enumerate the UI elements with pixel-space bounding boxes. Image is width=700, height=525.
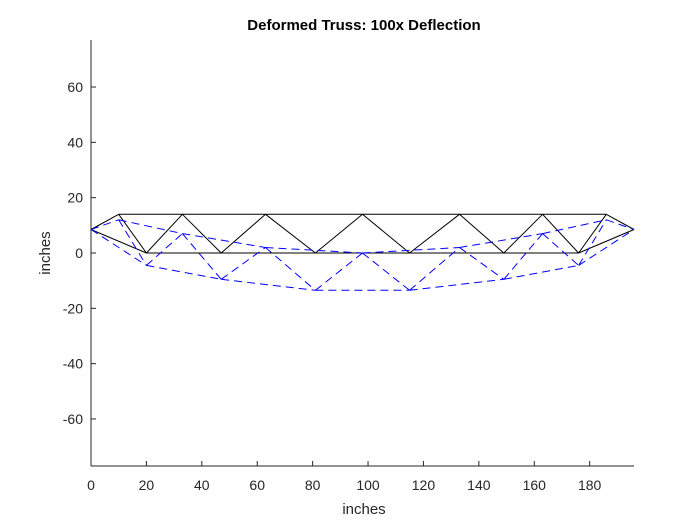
x-tick-label: 60 xyxy=(249,477,265,493)
x-tick-label: 0 xyxy=(87,477,95,493)
deformed-member-20 xyxy=(315,252,363,291)
y-tick-label: -40 xyxy=(63,356,83,372)
y-tick-label: -20 xyxy=(63,300,83,316)
deformed-member-12 xyxy=(409,278,504,291)
deformed-member-2 xyxy=(182,233,266,248)
x-tick-label: 80 xyxy=(305,477,321,493)
original-member-0 xyxy=(90,213,119,230)
original-member-17 xyxy=(578,214,607,254)
deformed-member-6 xyxy=(542,219,607,235)
deformed-member-16 xyxy=(146,233,183,266)
deformed-member-1 xyxy=(118,219,183,235)
original-member-2 xyxy=(606,213,635,230)
x-ticks: 0 20 40 60 80 100 120 140 160 180 xyxy=(87,461,602,493)
x-tick-label: 40 xyxy=(194,477,210,493)
original-member-12 xyxy=(362,213,410,254)
deformed-member-19 xyxy=(265,247,316,291)
deformed-member-15 xyxy=(118,219,147,266)
original-member-8 xyxy=(182,213,222,254)
deformed-member-5 xyxy=(459,233,543,248)
deformed-member-13 xyxy=(503,264,579,280)
original-member-9 xyxy=(220,213,266,254)
series-original xyxy=(90,213,635,254)
original-member-7 xyxy=(146,213,183,254)
deformed-member-18 xyxy=(220,247,266,280)
chart-title: Deformed Truss: 100x Deflection xyxy=(247,17,480,34)
x-tick-label: 160 xyxy=(523,477,547,493)
original-member-3 xyxy=(90,229,147,254)
x-tick-label: 120 xyxy=(412,477,436,493)
deformed-member-8 xyxy=(90,229,147,266)
y-tick-label: 0 xyxy=(75,245,83,261)
deformed-member-3 xyxy=(265,247,363,254)
y-ticks: -60 -40 -20 0 20 40 60 xyxy=(63,79,96,427)
deformed-member-0 xyxy=(90,219,119,230)
y-tick-label: -60 xyxy=(63,411,83,427)
x-axis-label: inches xyxy=(342,501,385,518)
original-member-14 xyxy=(459,213,505,254)
deformed-member-14 xyxy=(578,229,635,266)
original-member-11 xyxy=(315,213,363,254)
y-axis-label: inches xyxy=(37,231,54,274)
deformed-member-26 xyxy=(578,219,607,266)
deformed-member-4 xyxy=(362,247,460,254)
deformed-member-23 xyxy=(459,247,505,280)
x-tick-label: 20 xyxy=(139,477,155,493)
x-tick-label: 180 xyxy=(578,477,602,493)
original-member-10 xyxy=(265,213,316,254)
original-member-15 xyxy=(503,213,543,254)
original-member-13 xyxy=(409,213,460,254)
deformed-member-21 xyxy=(362,252,410,291)
x-tick-label: 140 xyxy=(467,477,491,493)
x-tick-label: 100 xyxy=(356,477,380,493)
deformed-member-25 xyxy=(542,233,579,266)
plot-area xyxy=(90,213,635,291)
y-tick-label: 60 xyxy=(67,79,83,95)
deformed-member-9 xyxy=(146,264,222,280)
deformed-member-22 xyxy=(409,247,460,291)
deformed-member-7 xyxy=(606,219,635,230)
deformed-member-17 xyxy=(182,233,222,280)
original-member-16 xyxy=(542,213,579,254)
deformed-member-10 xyxy=(221,278,316,291)
y-tick-label: 20 xyxy=(67,190,83,206)
original-member-5 xyxy=(578,229,635,254)
y-tick-label: 40 xyxy=(67,134,83,150)
series-deformed xyxy=(90,219,635,291)
deformed-member-24 xyxy=(503,233,543,280)
